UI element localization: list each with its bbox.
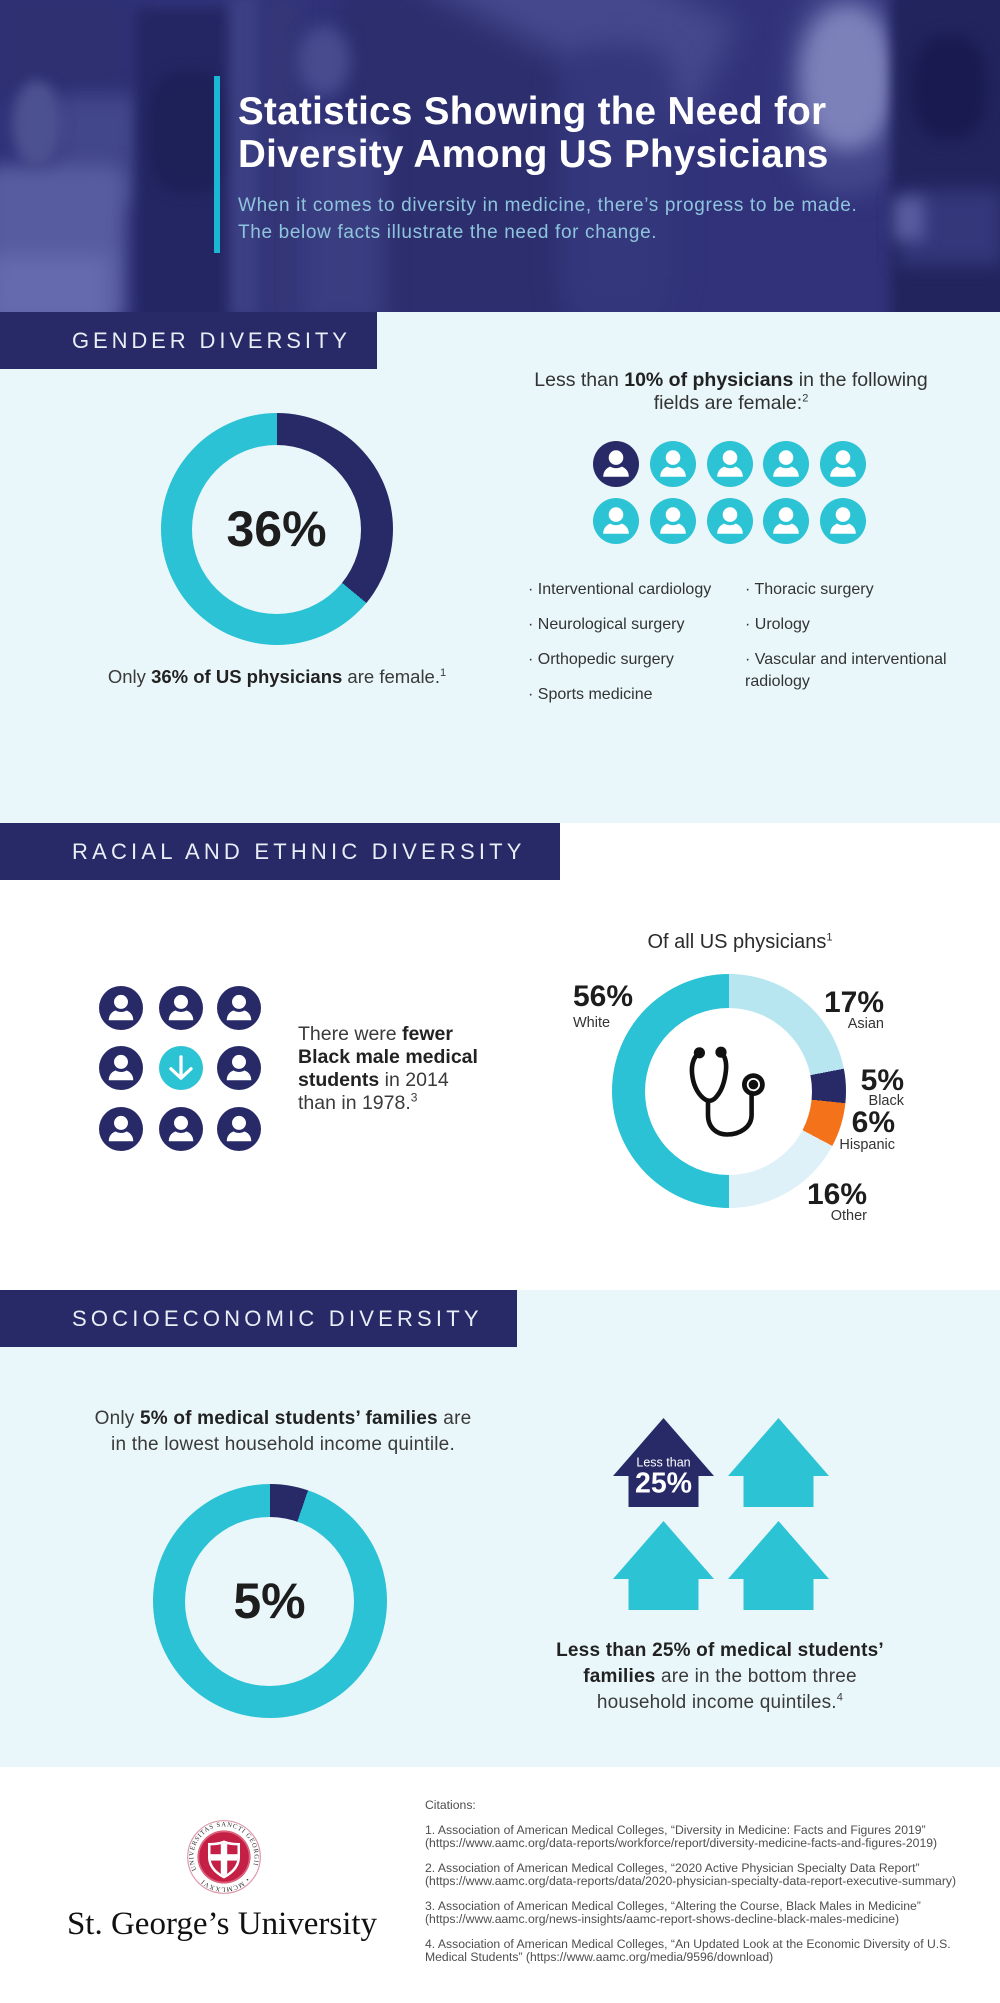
svg-text:25%: 25% (635, 1468, 692, 1500)
svg-text:Less than: Less than (636, 1456, 690, 1470)
